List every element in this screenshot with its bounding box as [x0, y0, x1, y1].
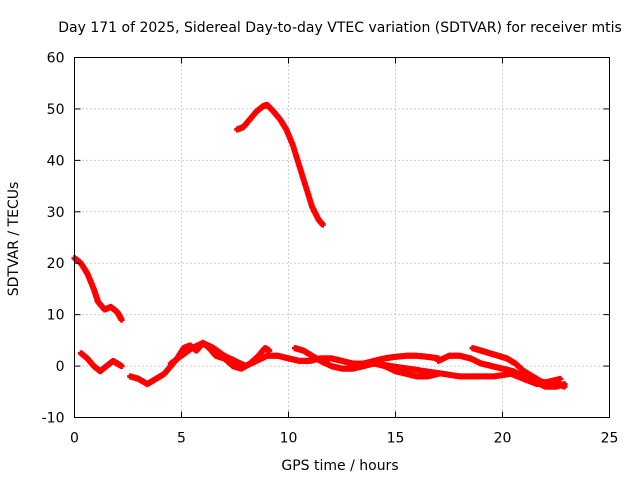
series-track-c: [77, 350, 125, 375]
data-point: [266, 347, 273, 354]
y-tick-label: -10: [42, 411, 65, 427]
x-tick-label: 5: [177, 431, 186, 447]
chart-title: Day 171 of 2025, Sidereal Day-to-day VTE…: [58, 20, 622, 36]
series-track-b: [234, 101, 326, 228]
series-track-a: [71, 255, 125, 323]
y-tick-label: 0: [56, 359, 65, 375]
y-tick-label: 60: [47, 51, 65, 67]
data-point: [118, 363, 125, 370]
plot-frame: [74, 57, 610, 418]
y-tick-label: 20: [47, 256, 65, 272]
y-tick-label: 40: [47, 153, 65, 169]
data-point: [319, 221, 326, 228]
data-point: [118, 316, 125, 323]
y-tick-label: 50: [47, 102, 65, 118]
data-point: [561, 383, 568, 390]
data-points: [71, 101, 568, 390]
y-tick-label: 10: [47, 308, 65, 324]
x-tick-label: 0: [70, 431, 79, 447]
y-axis-label: SDTVAR / TECUs: [6, 182, 22, 297]
x-tick-label: 15: [387, 431, 405, 447]
series-track-i: [469, 345, 568, 390]
y-tick-label: 30: [47, 205, 65, 221]
data-point: [557, 375, 564, 382]
x-axis-label: GPS time / hours: [281, 458, 398, 474]
tick-labels: 0 5 10 15 20 25 -10 0 10 20 30 40 50 60: [42, 51, 619, 447]
x-tick-label: 10: [280, 431, 298, 447]
x-tick-label: 25: [601, 431, 619, 447]
x-tick-label: 20: [494, 431, 512, 447]
